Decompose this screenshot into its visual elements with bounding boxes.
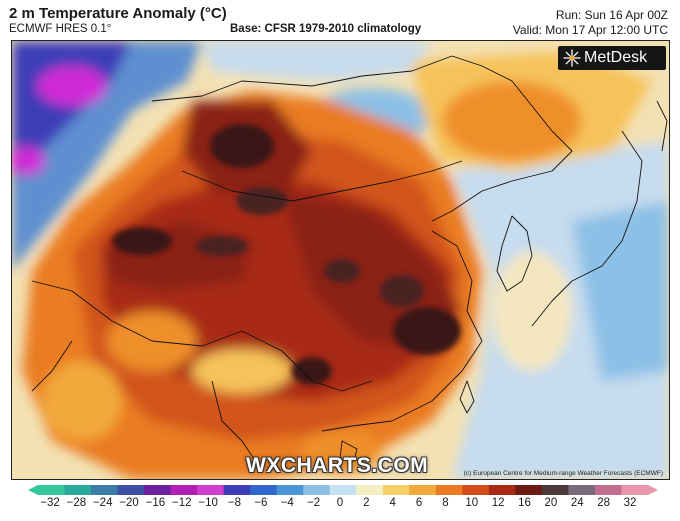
colorbar-arrow-right (648, 485, 658, 495)
colorbar-arrow-left (28, 485, 38, 495)
colorbar-tick-label: 24 (570, 497, 584, 509)
watermark: WXCHARTS.COM (246, 454, 429, 477)
colorbar-cell (329, 485, 357, 495)
anomaly-field (12, 41, 669, 479)
colorbar-tick-label: −4 (280, 497, 294, 509)
colorbar-tick-label: −2 (307, 497, 321, 509)
colorbar-tick-label: −6 (254, 497, 268, 509)
colorbar-cell (356, 485, 384, 495)
colorbar-tick-label: −10 (198, 497, 218, 509)
colorbar-cell (64, 485, 92, 495)
anomaly-map-graphic (12, 41, 669, 479)
colorbar-cell (541, 485, 569, 495)
colorbar-tick-label: −32 (40, 497, 60, 509)
colorbar-cell (568, 485, 596, 495)
colorbar-cell (276, 485, 304, 495)
colorbar-tick-label: 12 (491, 497, 505, 509)
colorbar-cell (382, 485, 410, 495)
colorbar-cell (488, 485, 516, 495)
colorbar-cell (435, 485, 463, 495)
colorbar-ticks: −32 −28 −24 −20 −16 −12 −10 −8 −6 −4 −2 0 2 4 6 8 10 12 16… (0, 497, 680, 515)
valid-time-label: Valid: Mon 17 Apr 12:00 UTC (512, 23, 668, 37)
anomaly-map[interactable]: MetDesk WXCHARTS.COM (c) European Centre… (11, 40, 670, 480)
colorbar-cell (409, 485, 437, 495)
colorbar-cell (621, 485, 649, 495)
colorbar (28, 485, 658, 495)
colorbar-tick-label: −16 (145, 497, 166, 509)
colorbar-cell (144, 485, 172, 495)
credit-text: (c) European Centre for Medium-range Wea… (463, 470, 663, 477)
colorbar-tick-label: −20 (119, 497, 139, 509)
metdesk-logo: MetDesk (558, 46, 666, 70)
colorbar-cell (594, 485, 622, 495)
colorbar-tick-label: −28 (66, 497, 87, 509)
colorbar-tick-label: −24 (92, 497, 113, 509)
colorbar-tick-label: 16 (518, 497, 531, 509)
climatology-base-label: Base: CFSR 1979-2010 climatology (230, 23, 422, 35)
chart-header: 2 m Temperature Anomaly (°C) ECMWF HRES … (0, 0, 680, 42)
colorbar-tick-label: 10 (465, 497, 479, 509)
metdesk-logo-text: MetDesk (584, 49, 648, 66)
colorbar-tick-label: 8 (442, 497, 449, 509)
colorbar-cell (303, 485, 331, 495)
colorbar-cell (91, 485, 119, 495)
colorbar-cell (250, 485, 278, 495)
model-label: ECMWF HRES 0.1° (9, 23, 112, 35)
colorbar-tick-label: 6 (415, 497, 423, 509)
colorbar-cell (515, 485, 543, 495)
colorbar-tick-label: 4 (389, 497, 396, 509)
colorbar-cell (223, 485, 251, 495)
colorbar-tick-label: −8 (227, 497, 242, 509)
colorbar-cell (462, 485, 490, 495)
colorbar-tick-label: 20 (544, 497, 558, 509)
colorbar-cell (170, 485, 198, 495)
colorbar-tick-label: 28 (597, 497, 611, 509)
borders (31, 55, 668, 472)
colorbar-tick-label: −12 (172, 497, 192, 509)
colorbar-tick-label: 0 (336, 497, 344, 509)
run-time-label: Run: Sun 16 Apr 00Z (555, 8, 668, 22)
colorbar-cell (117, 485, 145, 495)
extreme-anomaly-cores (112, 124, 461, 385)
metdesk-star-icon (563, 49, 581, 67)
colorbar-cells (28, 485, 658, 495)
chart-title: 2 m Temperature Anomaly (°C) (9, 5, 227, 22)
colorbar-tick-label: 2 (363, 497, 370, 509)
colorbar-cell (38, 485, 66, 495)
colorbar-tick-label: 32 (623, 497, 637, 509)
colorbar-cell (197, 485, 225, 495)
